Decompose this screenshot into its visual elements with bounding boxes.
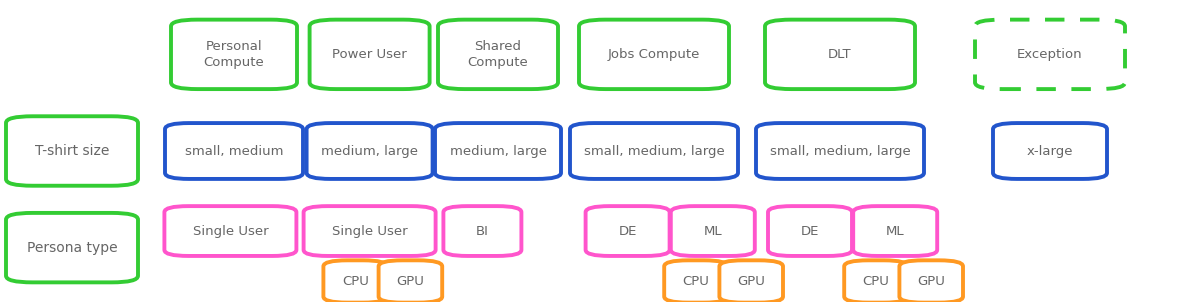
Text: medium, large: medium, large <box>322 144 418 158</box>
Text: GPU: GPU <box>917 275 946 288</box>
Text: ML: ML <box>886 224 905 238</box>
Text: CPU: CPU <box>683 275 709 288</box>
Text: CPU: CPU <box>342 275 368 288</box>
Text: Exception: Exception <box>1018 48 1082 61</box>
Text: DE: DE <box>800 224 820 238</box>
Text: GPU: GPU <box>396 275 425 288</box>
Text: T-shirt size: T-shirt size <box>35 144 109 158</box>
Text: Power User: Power User <box>332 48 407 61</box>
Text: small, medium: small, medium <box>185 144 283 158</box>
Text: medium, large: medium, large <box>450 144 546 158</box>
Text: DLT: DLT <box>828 48 852 61</box>
Text: small, medium, large: small, medium, large <box>583 144 725 158</box>
Text: BI: BI <box>476 224 488 238</box>
Text: x-large: x-large <box>1027 144 1073 158</box>
Text: Persona type: Persona type <box>26 241 118 255</box>
Text: Shared
Compute: Shared Compute <box>468 40 528 69</box>
Text: DE: DE <box>618 224 637 238</box>
Text: GPU: GPU <box>737 275 766 288</box>
Text: ML: ML <box>703 224 722 238</box>
Text: Jobs Compute: Jobs Compute <box>608 48 700 61</box>
Text: Single User: Single User <box>331 224 408 238</box>
Text: small, medium, large: small, medium, large <box>769 144 911 158</box>
Text: Single User: Single User <box>192 224 269 238</box>
Text: CPU: CPU <box>863 275 889 288</box>
Text: Personal
Compute: Personal Compute <box>204 40 264 69</box>
